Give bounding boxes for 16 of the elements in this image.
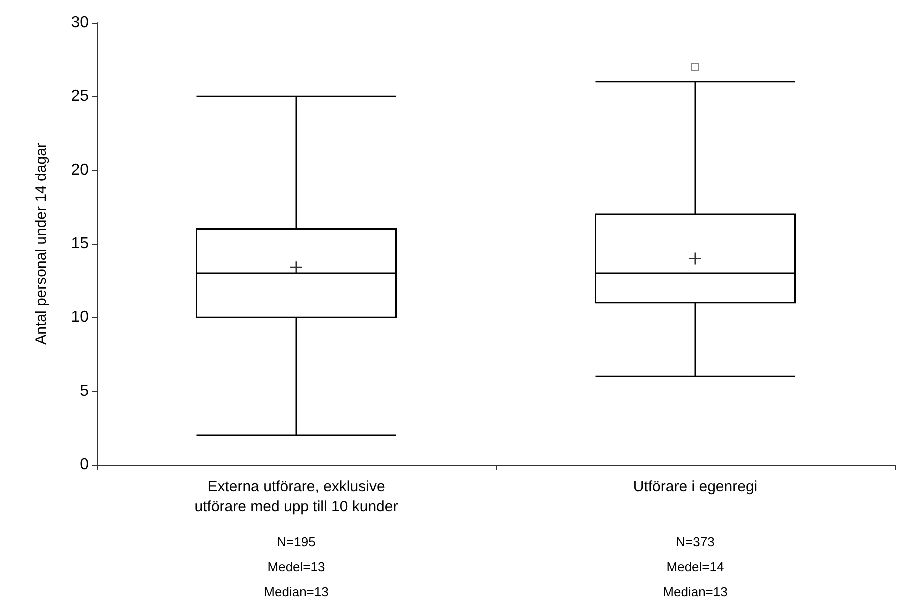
text: Median=13 bbox=[264, 584, 329, 600]
text: N=195 bbox=[277, 534, 316, 550]
y-tick-label: 0 bbox=[80, 456, 90, 474]
x-tick-label: Externa utförare, exklusive utförare med upp till 10 kunder bbox=[194, 478, 398, 516]
y-tick-label: 30 bbox=[71, 14, 90, 32]
y-tick-label: 25 bbox=[71, 88, 90, 106]
x-tick-label: Utförare i egenregi bbox=[633, 478, 758, 496]
y-tick-label: 10 bbox=[71, 309, 90, 326]
text: Median=13 bbox=[663, 584, 728, 600]
text: N=373 bbox=[676, 534, 715, 550]
y-tick-label: 15 bbox=[71, 236, 90, 252]
y-axis-title: Antal personal under 14 dagar bbox=[33, 143, 50, 345]
text: Medel=14 bbox=[666, 560, 724, 574]
text: Medel=13 bbox=[268, 560, 326, 574]
y-tick-label: 5 bbox=[80, 382, 90, 400]
y-tick-label: 20 bbox=[71, 162, 90, 179]
